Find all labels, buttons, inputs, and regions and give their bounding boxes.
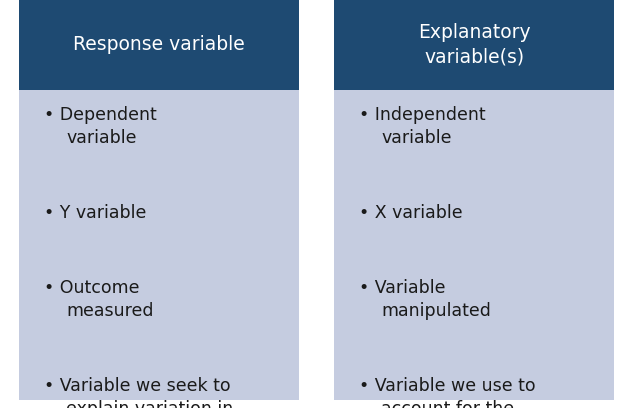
Text: variable: variable	[66, 129, 137, 146]
Text: Explanatory
variable(s): Explanatory variable(s)	[418, 23, 530, 67]
Text: account for the: account for the	[381, 400, 514, 408]
Text: • Variable we seek to: • Variable we seek to	[44, 377, 231, 395]
Text: manipulated: manipulated	[381, 302, 491, 320]
FancyBboxPatch shape	[19, 0, 299, 90]
Text: • Outcome: • Outcome	[44, 279, 140, 297]
Text: variable: variable	[381, 129, 452, 146]
Text: • Independent: • Independent	[359, 106, 486, 124]
Text: Response variable: Response variable	[73, 35, 245, 54]
Text: measured: measured	[66, 302, 154, 320]
FancyBboxPatch shape	[334, 90, 614, 400]
Text: • Dependent: • Dependent	[44, 106, 157, 124]
Text: • X variable: • X variable	[359, 204, 462, 222]
FancyBboxPatch shape	[334, 0, 614, 90]
FancyBboxPatch shape	[19, 90, 299, 400]
Text: explain variation in: explain variation in	[66, 400, 233, 408]
Text: • Variable we use to: • Variable we use to	[359, 377, 536, 395]
Text: • Variable: • Variable	[359, 279, 445, 297]
Text: • Y variable: • Y variable	[44, 204, 146, 222]
